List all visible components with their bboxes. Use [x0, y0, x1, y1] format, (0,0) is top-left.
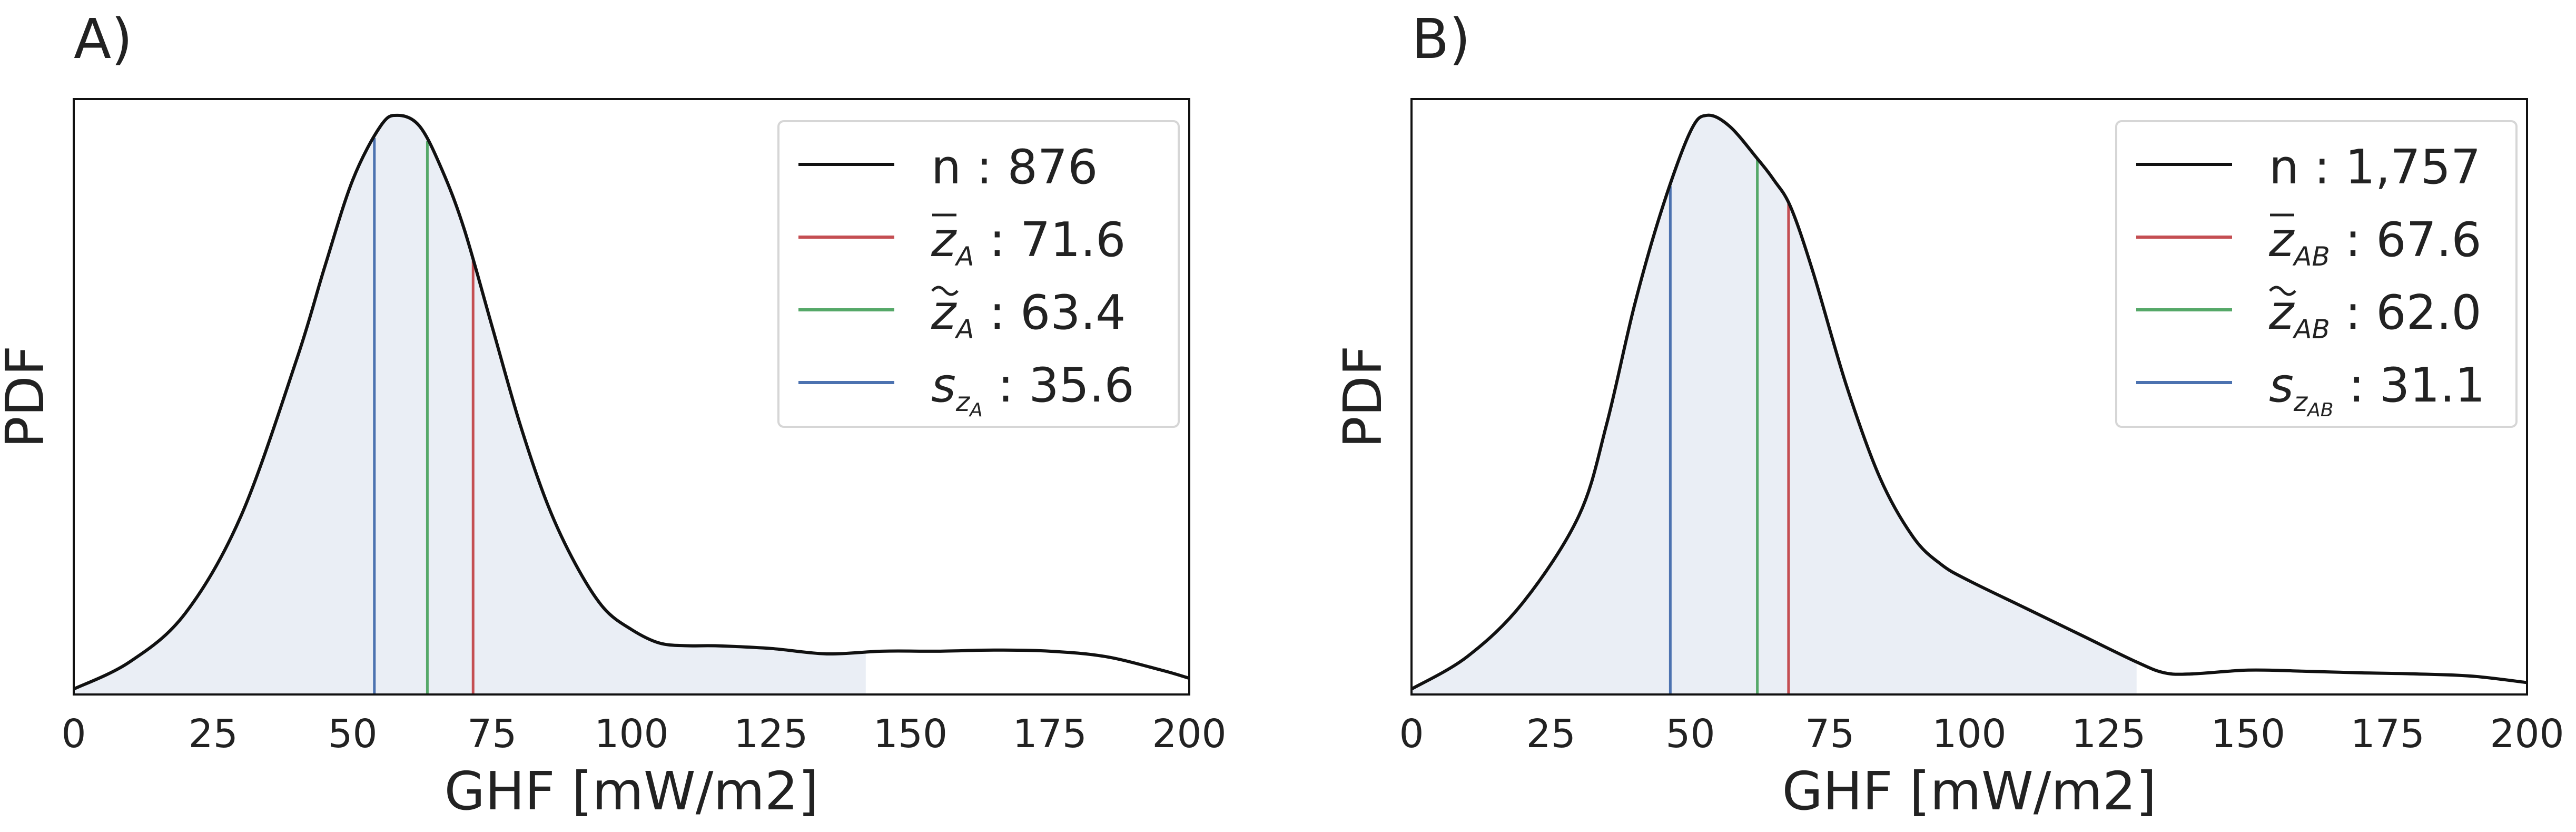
plot-frame [1410, 98, 2528, 696]
x-tick-label: 125 [2071, 711, 2146, 757]
legend-entry: n : 1,757 [2269, 140, 2481, 195]
x-tick-label: 100 [594, 711, 668, 757]
legend-box [2115, 120, 2518, 428]
x-axis-label: GHF [mW/m2] [1782, 760, 2156, 822]
x-tick-label: 25 [1526, 711, 1576, 757]
legend: n : 876 zA : 71.6 zA : 63.4 szA : 35.6 [777, 120, 1180, 428]
x-tick-label: 25 [189, 711, 238, 757]
x-tick-label: 50 [328, 711, 377, 757]
legend-entry: zA : 63.4 [931, 285, 1126, 345]
x-tick-label: 175 [2351, 711, 2425, 757]
chart-panel-1: 0 25 50 75 100 125 150 175 200 GHF [mW/m2] PDF A) n … [0, 7, 1227, 822]
density-curve [73, 113, 1190, 691]
plot-frame [73, 98, 1190, 696]
x-tick-label: 75 [1805, 711, 1854, 757]
x-tick-label: 50 [1665, 711, 1715, 757]
legend-entry: szA : 35.6 [931, 358, 1134, 421]
x-tick-label: 100 [1932, 711, 2006, 757]
legend-entry: n : 876 [931, 140, 1098, 195]
x-tick-label: 75 [467, 711, 517, 757]
x-tick-label: 175 [1013, 711, 1087, 757]
panel-label: A) [74, 7, 133, 71]
x-axis-label: GHF [mW/m2] [444, 760, 818, 822]
median-tilde-mark [931, 286, 959, 296]
x-tick-label: 200 [1152, 711, 1226, 757]
legend-entry: szAB : 31.1 [2269, 358, 2485, 421]
legend-entry: zA : 71.6 [931, 212, 1126, 272]
panel-label: B) [1412, 7, 1470, 71]
x-tick-label: 125 [734, 711, 808, 757]
x-tick-label: 0 [61, 711, 86, 757]
median-tilde-mark [2269, 286, 2296, 296]
density-fill [1412, 115, 2137, 695]
density-curve [1410, 113, 2528, 691]
y-axis-label: PDF [1332, 346, 1394, 448]
legend-entry: zAB : 62.0 [2268, 285, 2482, 345]
x-tick-label: 150 [2211, 711, 2285, 757]
x-tick-label: 200 [2490, 711, 2564, 757]
legend: n : 1,757 zAB : 67.6 zAB : 62.0 szAB : 31.1 [2115, 120, 2518, 428]
legend-box [777, 120, 1180, 428]
legend-entry: zAB : 67.6 [2268, 212, 2482, 272]
x-tick-label: 0 [1399, 711, 1424, 757]
x-tick-label: 150 [873, 711, 948, 757]
y-axis-label: PDF [0, 346, 56, 448]
density-fill [74, 115, 866, 695]
chart-panel-2: 0 25 50 75 100 125 150 175 200 GHF [mW/m2] PDF B) n … [1332, 7, 2564, 822]
